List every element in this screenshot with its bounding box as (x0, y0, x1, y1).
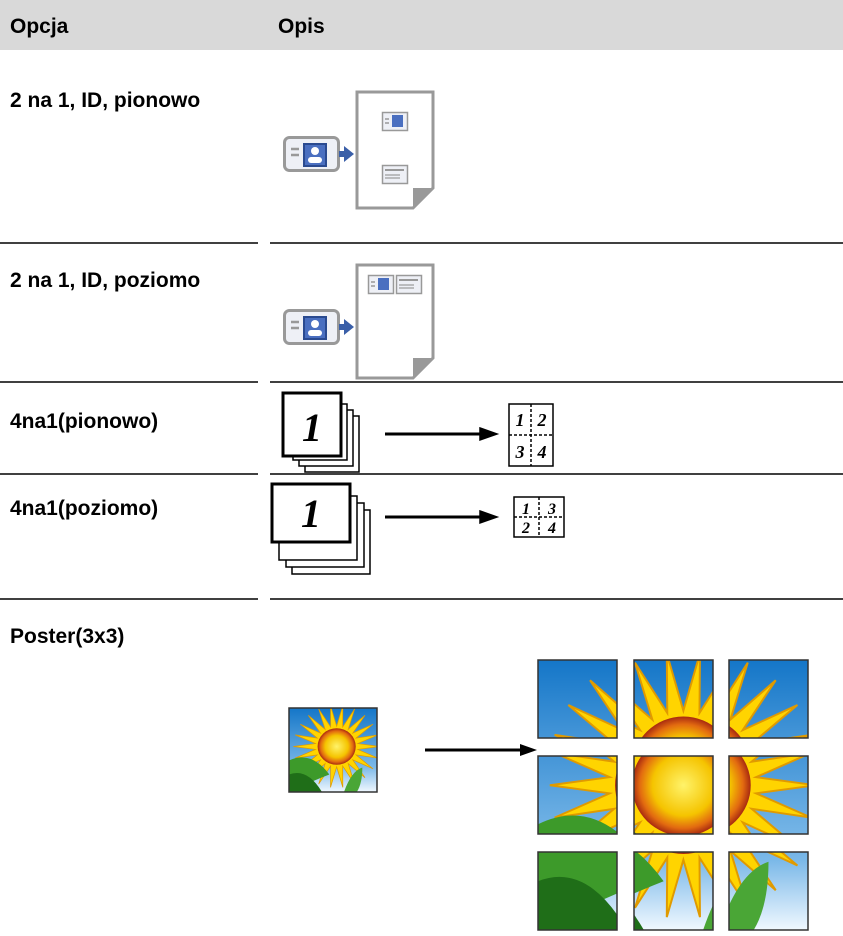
header-cell: Opis (278, 15, 325, 38)
option-label: Poster(3x3) (10, 625, 124, 648)
page-number: 1 (516, 410, 525, 430)
page-number: 4 (537, 442, 547, 462)
option-label: 4na1(poziomo) (10, 497, 158, 520)
header-cell: Opcja (10, 15, 69, 38)
id-portrait-illustration (283, 90, 435, 210)
option-label: 2 na 1, ID, pionowo (10, 89, 200, 112)
page-number: 1 (522, 501, 530, 518)
tile-border (633, 755, 714, 835)
option-label: 4na1(pionowo) (10, 410, 158, 433)
tile-border (633, 851, 714, 931)
tile-border (633, 659, 714, 739)
stack-label: 1 (301, 491, 321, 536)
header-bg (0, 0, 843, 50)
tile-border (728, 755, 809, 835)
four-in-one-landscape (270, 482, 565, 575)
stack-label: 1 (302, 405, 322, 450)
tile-border (537, 851, 618, 931)
page-number: 4 (547, 520, 556, 537)
tile-border (537, 755, 618, 835)
id-landscape-illustration (283, 263, 435, 380)
page-number: 3 (515, 442, 525, 462)
tile-border (728, 659, 809, 739)
tile-border (537, 659, 618, 739)
tile-border (728, 851, 809, 931)
page-number: 3 (547, 501, 556, 518)
option-label: 2 na 1, ID, poziomo (10, 269, 200, 292)
four-in-one-portrait (281, 391, 554, 473)
poster-illustration (288, 659, 809, 931)
page-number: 2 (521, 520, 530, 537)
page-number: 2 (537, 410, 547, 430)
row-separators (0, 242, 843, 600)
